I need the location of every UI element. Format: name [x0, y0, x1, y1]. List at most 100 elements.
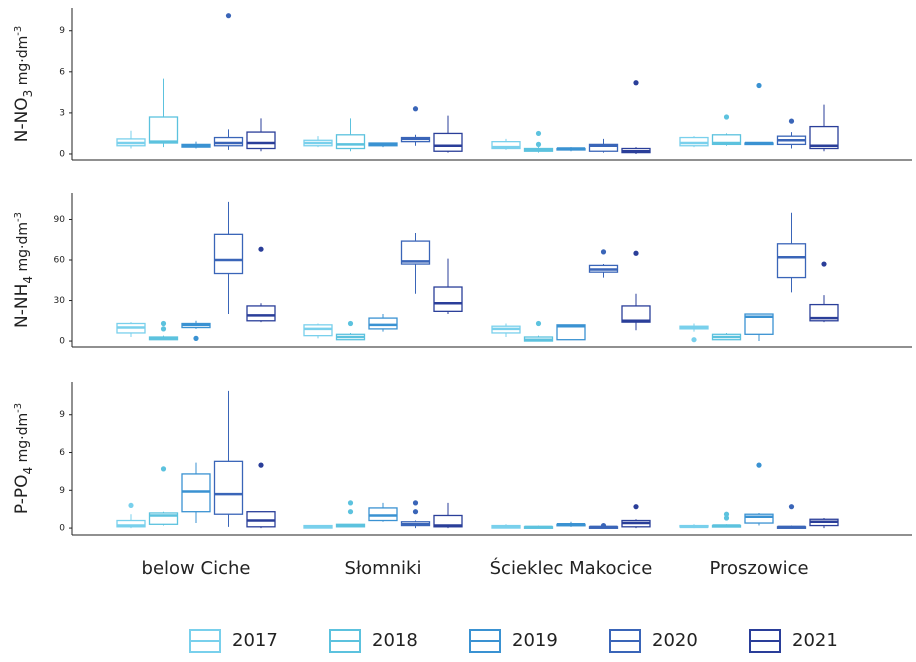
outlier: [258, 462, 264, 468]
y-title-sup: -3: [13, 403, 24, 413]
y-title-main: N-NH: [12, 284, 32, 328]
box: [148, 512, 179, 525]
box: [588, 143, 619, 152]
y-title-sub: 4: [21, 467, 35, 475]
y-title-sup: -3: [13, 26, 24, 36]
box: [744, 313, 774, 335]
box: [213, 136, 244, 147]
outlier: [535, 130, 542, 137]
legend-label: 2021: [792, 630, 838, 651]
y-tick-label: 0: [59, 337, 65, 347]
outlier: [258, 246, 264, 252]
y-tick-label: 60: [54, 256, 66, 266]
y-title-sub: 4: [21, 276, 35, 284]
outlier: [756, 82, 762, 89]
outlier: [821, 261, 827, 267]
legend-item: 2019: [469, 629, 558, 653]
legend-label: 2018: [372, 630, 418, 651]
outlier: [160, 326, 167, 332]
y-axis-title: N-NO3 mg·dm-3: [12, 26, 35, 143]
y-title-unit: mg·dm: [15, 222, 31, 276]
box: [679, 136, 709, 147]
outlier: [788, 118, 795, 124]
box: [711, 134, 742, 146]
y-tick-label: 0: [59, 524, 65, 534]
box: [556, 324, 586, 341]
legend-item: 2021: [749, 629, 838, 653]
box: [148, 116, 179, 144]
y-title-main: P-PO: [12, 474, 32, 514]
x-tick-label: Słomniki: [345, 558, 422, 579]
box: [621, 305, 651, 323]
y-tick-label: 6: [59, 448, 65, 458]
y-title-main: N-NO: [12, 97, 32, 142]
box: [368, 317, 398, 330]
outlier: [633, 250, 639, 256]
outlier: [723, 515, 730, 521]
legend-item: 2017: [189, 629, 278, 653]
box: [400, 240, 431, 265]
outlier: [347, 320, 354, 327]
outlier: [691, 337, 697, 343]
legend-item: 2018: [329, 629, 418, 653]
box: [433, 132, 463, 152]
box: [809, 125, 839, 150]
box: [809, 303, 839, 322]
outlier: [160, 320, 167, 327]
legend-label: 2020: [652, 630, 698, 651]
outlier: [756, 462, 762, 468]
outlier: [723, 114, 730, 120]
outlier: [160, 466, 167, 472]
outlier: [347, 509, 354, 515]
y-tick-label: 9: [59, 486, 65, 496]
y-tick-label: 3: [59, 108, 65, 118]
box: [181, 473, 211, 513]
outlier: [412, 500, 419, 506]
y-title-sup: -3: [13, 212, 24, 222]
box: [491, 141, 521, 150]
box: [433, 286, 463, 312]
outlier: [412, 509, 419, 515]
box: [433, 514, 463, 528]
x-tick-label: below Ciche: [142, 558, 251, 579]
y-title-sub: 3: [21, 90, 35, 98]
y-title-unit: mg·dm: [15, 413, 31, 467]
y-axis-title: P-PO4 mg·dm-3: [12, 403, 35, 514]
x-tick-label: Proszowice: [709, 558, 808, 579]
y-tick-label: 90: [54, 215, 66, 225]
outlier: [347, 500, 354, 506]
y-title-unit: mg·dm: [15, 36, 31, 90]
box: [246, 131, 276, 150]
box: [213, 460, 244, 515]
outlier: [535, 141, 542, 147]
y-tick-label: 30: [54, 296, 66, 306]
outlier: [723, 511, 730, 517]
box: [335, 134, 366, 150]
box: [246, 511, 276, 528]
outlier: [788, 504, 795, 510]
y-tick-label: 9: [59, 26, 65, 36]
legend-item: 2020: [609, 629, 698, 653]
x-tick-label: Ścieklec Makocice: [490, 557, 653, 579]
outlier: [633, 504, 639, 510]
box: [246, 305, 276, 322]
outlier: [535, 320, 542, 327]
box: [368, 507, 398, 522]
outlier: [128, 502, 134, 509]
y-axis-title: N-NH4 mg·dm-3: [12, 212, 35, 328]
legend-label: 2019: [512, 630, 558, 651]
outlier: [412, 106, 419, 112]
outlier: [600, 249, 607, 255]
outlier: [633, 80, 639, 86]
box: [213, 233, 244, 275]
box: [744, 513, 774, 524]
legend-label: 2017: [232, 630, 278, 651]
outlier: [193, 335, 199, 341]
box: [776, 243, 807, 279]
outlier: [225, 13, 232, 19]
y-tick-label: 0: [59, 149, 65, 159]
outlier: [600, 522, 607, 529]
y-tick-label: 9: [59, 410, 65, 420]
box: [116, 519, 146, 528]
